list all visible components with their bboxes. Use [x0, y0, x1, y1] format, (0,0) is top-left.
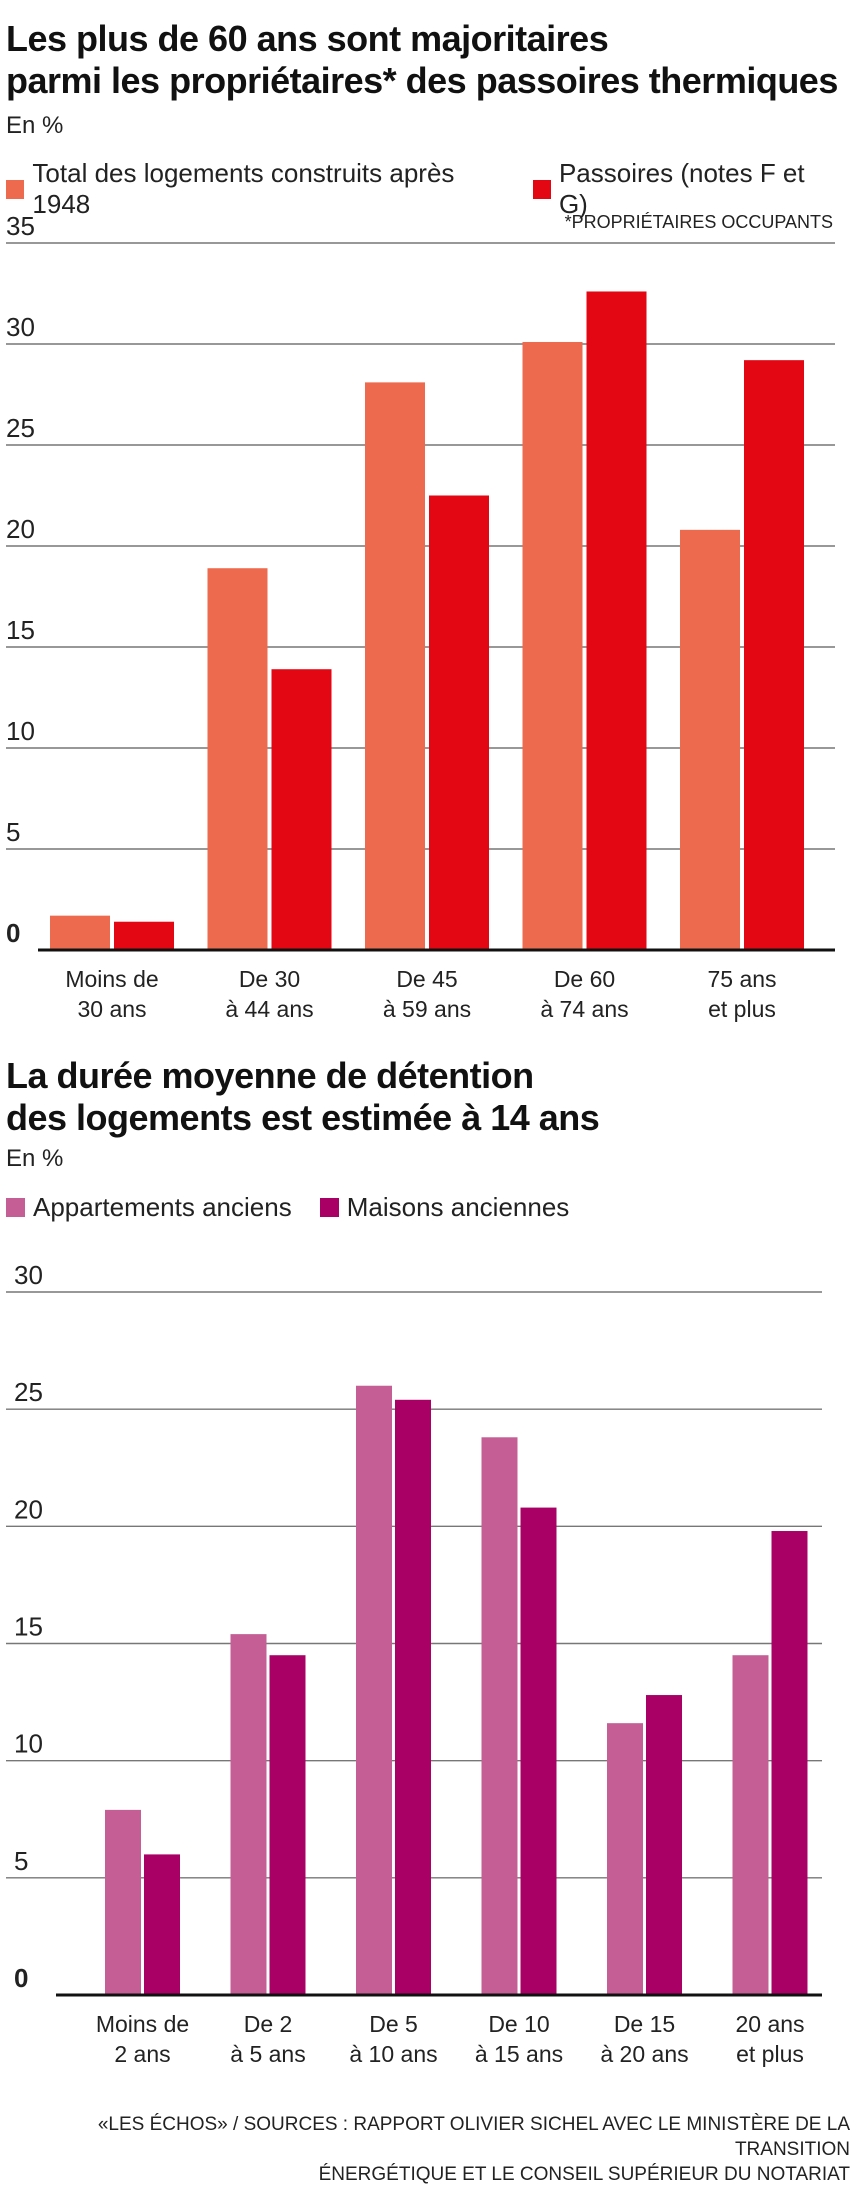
chart1-legend-label-passoires: Passoires (notes F et G) — [558, 158, 805, 219]
chart1-category-label-3-0: De 60 — [554, 966, 615, 992]
chart1-category-label-3-1: à 74 ans — [540, 996, 628, 1022]
chart2-bar-0-2 — [356, 1385, 392, 1995]
chart1-ytick-label-5: 25 — [6, 413, 35, 443]
chart2-category-label-2-0: De 5 — [369, 2011, 418, 2037]
chart2-ytick-label-6: 30 — [14, 1260, 43, 1290]
chart2-bar-1-0 — [144, 1854, 180, 1995]
chart1-ytick-label-7: 35 — [6, 211, 35, 241]
chart2-ytick-label-5: 25 — [14, 1377, 43, 1407]
chart1-title-line1: Les plus de 60 ans sont majoritaires — [6, 18, 609, 59]
chart2-category-label-0-0: Moins de — [96, 2011, 189, 2037]
chart1-unit-label: En % — [6, 112, 64, 139]
chart1-ytick-label-2: 10 — [6, 716, 35, 746]
chart1-ytick-label-4: 20 — [6, 514, 35, 544]
chart1-legend-swatch-passoires — [532, 179, 551, 199]
chart2-plot: 0 5 10 15 20 25 30 Moins de 2 ans De 2 à 5 ans De 5… — [6, 1260, 822, 2067]
chart2-ytick-label-4: 20 — [14, 1494, 43, 1524]
chart1-ytick-label-3: 15 — [6, 615, 35, 645]
source-note: «LES ÉCHOS» / SOURCES : RAPPORT OLIVIER … — [0, 2112, 850, 2187]
chart1-category-label-4-1: et plus — [708, 996, 776, 1022]
chart2-bar-0-0 — [105, 1809, 141, 1995]
chart1-bar-0-3 — [522, 341, 583, 950]
chart2-category-label-3-0: De 10 — [488, 2011, 549, 2037]
source-line1: «LES ÉCHOS» / SOURCES : RAPPORT OLIVIER … — [97, 2114, 850, 2160]
chart2-category-label-1-0: De 2 — [244, 2011, 293, 2037]
chart1-bar-0-4 — [680, 529, 740, 950]
chart2-category-label-1-1: à 5 ans — [230, 2041, 305, 2067]
chart1-bar-1-3 — [586, 291, 647, 951]
chart2-ytick-label-0: 0 — [14, 1963, 28, 1993]
chart1-title-line2: parmi les propriétaires* des passoires t… — [6, 60, 838, 101]
chart1-legend-item-total: Total des logements construits après 194… — [6, 158, 505, 220]
chart2-title: La durée moyenne de détention des logeme… — [6, 1055, 600, 1139]
chart1-legend-item-passoires: Passoires (notes F et G) — [532, 158, 832, 220]
chart2-legend-label-appartements: Appartements anciens — [33, 1192, 292, 1222]
chart2-ytick-label-1: 5 — [14, 1846, 28, 1876]
chart2-category-label-0-1: 2 ans — [114, 2041, 170, 2067]
chart2-title-line1: La durée moyenne de détention — [6, 1055, 534, 1096]
chart2-bar-0-5 — [732, 1655, 769, 1995]
chart2-category-label-2-1: à 10 ans — [349, 2041, 437, 2067]
chart2-category-label-4-0: De 15 — [614, 2011, 675, 2037]
chart1-bar-0-1 — [207, 568, 268, 950]
chart1-legend-swatch-total — [6, 179, 25, 199]
chart2-bar-0-4 — [607, 1723, 643, 1995]
chart1-footnote: *PROPRIÉTAIRES OCCUPANTS — [565, 212, 833, 232]
chart1-ytick-label-0: 0 — [6, 918, 20, 948]
chart2-category-label-5-1: et plus — [736, 2041, 804, 2067]
chart1-category-label-2-1: à 59 ans — [383, 996, 471, 1022]
chart1-ytick-label-1: 5 — [6, 817, 20, 847]
chart1-bar-1-1 — [271, 669, 332, 950]
chart1-legend-label-total: Total des logements construits après 194… — [32, 158, 455, 219]
chart2-bar-1-4 — [646, 1695, 682, 1995]
chart1-bar-0-2 — [365, 382, 425, 950]
chart2-legend-swatch-appartements — [6, 1198, 25, 1217]
chart2-legend-label-maisons: Maisons anciennes — [346, 1192, 570, 1222]
chart1-legend: Total des logements construits après 194… — [6, 158, 860, 220]
chart2-title-line2: des logements est estimée à 14 ans — [6, 1097, 600, 1138]
chart1-category-label-0-0: Moins de — [65, 966, 158, 992]
chart2-bar-1-1 — [269, 1655, 306, 1995]
chart2-legend-item-appartements: Appartements anciens — [6, 1192, 292, 1223]
chart1-ytick-label-6: 30 — [6, 312, 35, 342]
chart2-legend-item-maisons: Maisons anciennes — [319, 1192, 570, 1223]
chart2-legend: Appartements anciens Maisons anciennes — [6, 1192, 597, 1223]
chart1-bar-1-0 — [114, 921, 174, 950]
chart1-category-label-1-1: à 44 ans — [225, 996, 313, 1022]
chart2-ytick-label-3: 15 — [14, 1612, 43, 1642]
chart2-category-label-4-1: à 20 ans — [600, 2041, 688, 2067]
chart2-ytick-label-2: 10 — [14, 1729, 43, 1759]
chart2-legend-swatch-maisons — [319, 1198, 339, 1217]
chart2-category-label-5-0: 20 ans — [735, 2011, 804, 2037]
chart2-unit-label: En % — [6, 1145, 64, 1172]
chart1-bar-0-0 — [50, 915, 110, 950]
source-line2: ÉNERGÉTIQUE ET LE CONSEIL SUPÉRIEUR DU N… — [318, 2164, 850, 2185]
chart1-category-label-2-0: De 45 — [396, 966, 457, 992]
chart1-title: Les plus de 60 ans sont majoritaires par… — [6, 18, 838, 102]
chart1-plot: 0 5 10 15 20 25 30 35 Moins de 30 ans De 30 à 44 an… — [6, 211, 835, 1022]
chart1-category-label-0-1: 30 ans — [77, 996, 146, 1022]
chart1-category-label-1-0: De 30 — [239, 966, 300, 992]
chart2-category-label-3-1: à 15 ans — [475, 2041, 563, 2067]
chart2-bar-0-3 — [481, 1437, 518, 1995]
chart1-category-label-4-0: 75 ans — [707, 966, 776, 992]
chart2-bar-0-1 — [230, 1634, 267, 1995]
chart1-bar-1-4 — [744, 360, 804, 950]
chart2-bar-1-3 — [520, 1507, 557, 1995]
chart2-bar-1-2 — [395, 1399, 431, 1995]
chart2-bar-1-5 — [771, 1531, 808, 1995]
chart1-bar-1-2 — [429, 495, 489, 950]
